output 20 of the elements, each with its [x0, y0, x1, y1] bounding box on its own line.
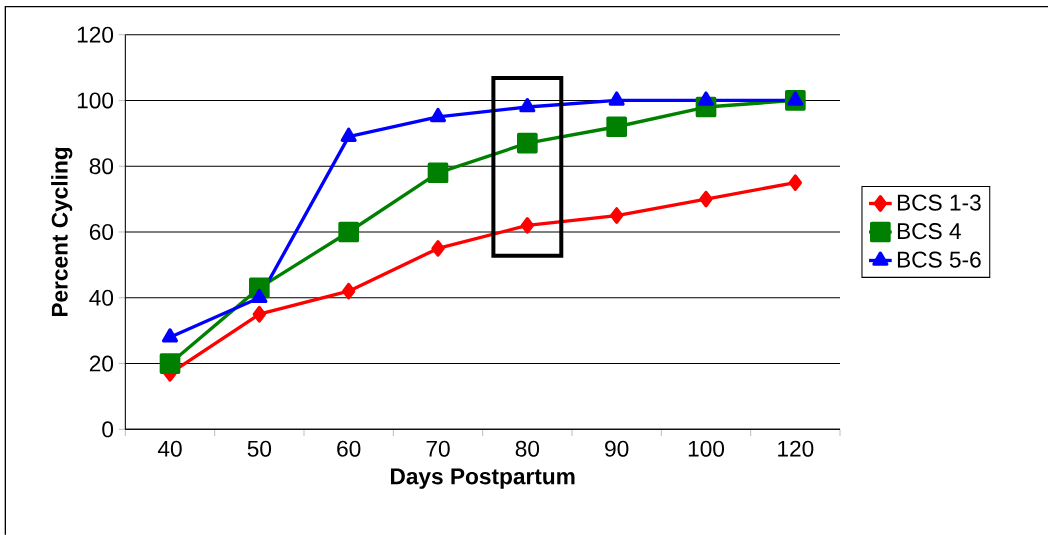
legend-label: BCS 4 [897, 223, 961, 240]
x-tick-label: 50 [247, 440, 272, 457]
x-tick-label: 120 [778, 440, 814, 457]
x-tick-label: 80 [515, 440, 540, 457]
x-tick-label: 40 [157, 440, 182, 457]
x-tick-label: 100 [688, 440, 725, 457]
y-tick-label: 40 [89, 289, 114, 306]
legend-label: BCS 1-3 [897, 194, 981, 211]
legend-label: BCS 5-6 [897, 251, 981, 268]
y-tick-label: 80 [89, 158, 114, 175]
y-tick-label: 100 [77, 92, 114, 109]
x-axis-title: Days Postpartum [390, 468, 575, 490]
x-tick-label: 60 [337, 440, 361, 457]
y-tick-label: 0 [102, 421, 114, 438]
y-tick-label: 120 [77, 26, 114, 43]
y-tick-label: 60 [89, 224, 114, 241]
x-tick-label: 70 [426, 440, 450, 457]
y-axis-title: Percent Cycling [51, 148, 73, 317]
x-tick-label: 90 [605, 440, 629, 457]
y-tick-label: 20 [89, 355, 114, 372]
